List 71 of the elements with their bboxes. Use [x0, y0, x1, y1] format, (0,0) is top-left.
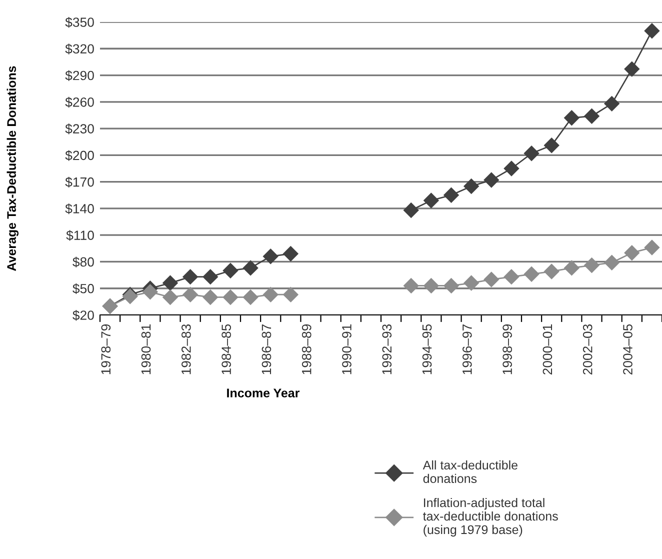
x-tick-label: 1978–79	[101, 324, 111, 374]
x-tick-label: 1984–85	[222, 324, 231, 374]
point	[202, 290, 218, 305]
y-tick-label: $80	[72, 256, 94, 268]
x-tick-label: 1986–87	[262, 324, 272, 374]
y-tick-label: $140	[65, 203, 94, 214]
x-tick-label: 1990–91	[342, 324, 352, 374]
point	[604, 255, 620, 270]
point	[263, 248, 278, 264]
y-tick-label: $230	[65, 124, 94, 134]
x-tick-label: 1982–83	[182, 324, 191, 374]
point	[624, 61, 640, 77]
point	[464, 275, 479, 291]
point	[444, 188, 459, 203]
point	[202, 269, 218, 284]
point	[404, 278, 419, 294]
y-tick-label: $110	[66, 230, 94, 241]
x-tick-label: 1988–89	[302, 324, 312, 374]
x-axis-title: Income Year	[227, 388, 300, 398]
legend-label: Inflation-adjusted total tax-deductible donations (using 1979 base)	[423, 498, 558, 537]
x-tick-label: 1992–93	[382, 324, 392, 374]
point	[644, 23, 660, 38]
point	[424, 192, 439, 208]
point	[242, 260, 258, 276]
point	[504, 269, 520, 284]
legend-label: All tax-deductible donations	[422, 460, 518, 484]
y-tick-label: $50	[72, 283, 94, 294]
x-tick-label: 2002–03	[582, 324, 592, 374]
point	[424, 278, 439, 294]
point	[544, 264, 560, 280]
point	[142, 284, 158, 300]
point	[564, 110, 580, 126]
point	[644, 240, 660, 256]
point	[222, 263, 238, 278]
point	[162, 275, 178, 291]
point	[182, 287, 198, 302]
point	[504, 160, 520, 176]
x-tick-label: 1998–99	[502, 324, 512, 374]
y-tick-label: $20	[72, 310, 94, 321]
x-tick-label: 2000–01	[542, 324, 552, 374]
point	[283, 246, 298, 262]
point	[404, 202, 419, 218]
point	[283, 287, 298, 302]
x-tick-label: 1980–81	[141, 324, 151, 374]
point	[584, 258, 600, 273]
point	[524, 266, 540, 282]
point	[584, 108, 600, 124]
point	[604, 96, 620, 112]
point	[544, 138, 560, 153]
y-tick-label: $350	[65, 17, 94, 28]
point	[464, 178, 479, 194]
y-tick-label: $290	[65, 70, 94, 81]
point	[624, 245, 640, 260]
point	[484, 272, 499, 288]
y-tick-label: $200	[65, 150, 94, 161]
y-axis-title: Average Tax-Deductible Donations	[6, 66, 19, 271]
point	[564, 260, 580, 276]
x-tick-label: 1994–95	[422, 324, 432, 374]
point	[222, 290, 238, 305]
point	[524, 146, 540, 161]
y-tick-label: $260	[65, 96, 94, 108]
y-tick-label: $170	[65, 176, 94, 188]
point	[162, 290, 178, 305]
x-tick-label: 1996–97	[462, 324, 472, 374]
point	[263, 287, 278, 302]
point	[484, 172, 499, 188]
point	[182, 269, 198, 284]
point	[444, 278, 459, 294]
x-tick-label: 2004–05	[623, 324, 632, 374]
y-tick-label: $320	[65, 44, 94, 54]
point	[242, 290, 258, 305]
